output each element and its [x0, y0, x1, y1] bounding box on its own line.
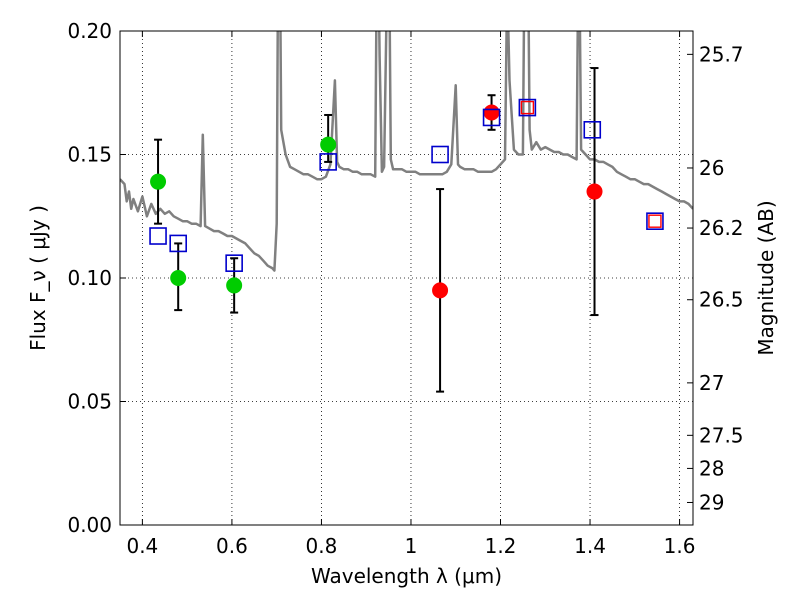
- magnitude-tick-label: 26: [699, 156, 724, 180]
- data-point: [482, 108, 501, 127]
- data-point: [648, 214, 662, 228]
- data-point: [169, 234, 187, 253]
- magnitude-tick-label: 27.5: [699, 423, 744, 447]
- data-point: [319, 153, 337, 171]
- data-point: [170, 270, 187, 286]
- grid-lines: [120, 30, 693, 526]
- magnitude-tick-label: 27: [699, 371, 724, 395]
- x-tick-label: 0.4: [126, 534, 158, 558]
- magnitude-tick-label: 28: [699, 456, 724, 480]
- x-tick-label: 0.8: [306, 534, 338, 558]
- magnitude-tick-label: 26.5: [699, 288, 744, 312]
- data-point: [586, 183, 603, 200]
- spectrum-line: [120, 31, 693, 272]
- model-spectrum: [120, 31, 693, 272]
- x-axis-label: Wavelength λ (μm): [311, 564, 502, 588]
- x-tick-label: 1.4: [574, 534, 606, 558]
- data-point: [226, 277, 243, 294]
- data-point: [583, 121, 602, 139]
- x-axis-ticks: 0.4 0.6 0.8 1 1.2 1.4 1.6: [126, 31, 695, 558]
- data-point: [320, 136, 337, 153]
- y-tick-label: 0.00: [67, 513, 112, 537]
- magnitude-axis-label: Magnitude (AB): [754, 200, 778, 355]
- magnitude-tick-label: 25.7: [699, 42, 744, 66]
- y-axis-label: Flux F_ν ( μJy ): [26, 205, 50, 351]
- x-tick-label: 1: [405, 534, 418, 558]
- data-point: [149, 227, 167, 245]
- data-point: [520, 100, 535, 115]
- y-axis-ticks: 0.00 0.05 0.10 0.15 0.20: [67, 19, 126, 537]
- y-tick-label: 0.20: [67, 19, 112, 43]
- data-point: [483, 104, 500, 121]
- magnitude-tick-label: 29: [699, 490, 724, 514]
- y-tick-label: 0.15: [67, 143, 112, 167]
- data-point: [150, 173, 167, 190]
- data-markers: [149, 98, 664, 299]
- data-point: [225, 254, 243, 272]
- data-point: [646, 212, 664, 230]
- magnitude-tick-label: 26.2: [699, 216, 744, 240]
- y-tick-label: 0.10: [67, 266, 112, 290]
- magnitude-axis-ticks: 25.7 26 26.2 26.5 27 27.5 28 29: [687, 42, 744, 514]
- plot-frame: [119, 30, 694, 526]
- data-point: [432, 282, 449, 299]
- data-point: [431, 145, 449, 164]
- x-tick-label: 0.6: [216, 534, 248, 558]
- x-tick-label: 1.6: [664, 534, 696, 558]
- data-point: [518, 98, 537, 117]
- x-tick-label: 1.2: [485, 534, 517, 558]
- y-tick-label: 0.05: [67, 390, 112, 414]
